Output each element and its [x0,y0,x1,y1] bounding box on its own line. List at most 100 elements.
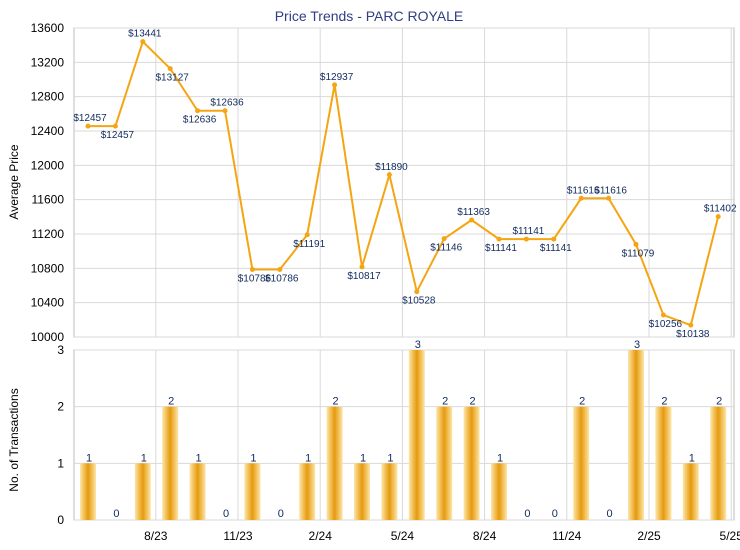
price-point [140,39,146,45]
price-data-label: $11141 [485,243,517,254]
price-point [688,322,694,328]
price-point [715,214,721,220]
transactions-plot-frame [73,349,735,521]
price-data-label: $10817 [347,271,381,282]
price-tick-label: 12400 [31,124,65,138]
price-data-label: $11616 [567,185,600,196]
price-point [222,108,228,114]
price-tick-label: 10800 [31,261,65,275]
price-point [167,66,173,72]
transactions-axis-title: No. of Transactions [7,388,21,491]
price-tick-label: 13200 [31,55,65,69]
price-data-label: $11616 [594,185,627,196]
price-point [85,123,91,129]
transactions-bar [682,463,699,520]
price-tick-label: 11600 [32,193,65,207]
transactions-bar [463,406,480,520]
transactions-bar-label: 2 [579,396,585,408]
price-point [441,236,447,242]
transactions-bar-label: 0 [278,508,284,520]
price-tick-label: 10000 [31,330,65,344]
transactions-bar-label: 2 [716,396,722,408]
transactions-bar [189,463,206,520]
price-point [606,195,612,201]
price-data-label: $11141 [512,226,544,237]
transactions-bar-label: 1 [250,452,256,464]
transactions-bar-label: 2 [442,396,448,408]
transactions-bar [710,406,727,520]
price-point [523,236,529,242]
transactions-bar [491,463,507,520]
transactions-bar-label: 1 [196,452,202,464]
x-tick-label: 11/24 [552,529,581,543]
price-data-label: $11191 [293,239,325,250]
price-point [277,267,283,273]
transactions-bar-label: 1 [86,452,92,464]
price-data-label: $10256 [649,319,683,330]
x-tick-label: 2/25 [637,529,661,543]
price-data-label: $12937 [320,72,354,83]
price-point [660,312,666,318]
x-tick-label: 11/23 [223,529,252,543]
transactions-tick-label: 1 [57,456,64,470]
transactions-tick-label: 0 [57,513,64,527]
transactions-bar [628,350,644,520]
price-axis-title: Average Price [7,144,21,219]
transactions-bar-label: 3 [415,339,421,351]
transactions-bar [408,350,425,520]
transactions-bar [436,406,453,520]
price-point [249,267,255,273]
transactions-bar-label: 0 [524,508,530,520]
transactions-bar-label: 1 [141,452,147,464]
price-tick-label: 10400 [31,296,65,310]
transactions-bar-label: 2 [333,396,339,408]
price-data-label: $13127 [156,73,190,84]
transactions-tick-label: 3 [57,343,64,357]
price-data-label: $12457 [73,113,107,124]
transactions-tick-label: 2 [57,400,64,414]
price-tick-label: 11200 [32,227,65,241]
x-tick-label: 8/23 [144,529,168,543]
price-point [195,108,201,114]
transactions-bar-label: 1 [497,452,503,464]
price-data-label: $11890 [375,162,408,173]
transactions-bar [299,463,316,520]
chart-title: Price Trends - PARC ROYALE [275,8,464,24]
transactions-bar [573,406,590,520]
price-data-label: $11363 [457,207,490,218]
price-data-label: $10528 [402,296,436,307]
price-point [386,172,392,178]
transactions-bar [244,463,261,520]
x-tick-label: 5/24 [391,529,415,543]
price-point [551,236,557,242]
transactions-bar-label: 0 [223,508,229,520]
transactions-bar [655,406,672,520]
price-data-label: $11079 [622,248,655,259]
price-data-label: $11402 [704,204,737,215]
price-point [469,217,475,223]
price-plot-frame [73,27,735,338]
transactions-bar-label: 2 [470,396,476,408]
transactions-bar-label: 0 [552,508,558,520]
price-data-label: $10786 [238,274,272,285]
price-data-label: $12636 [183,115,217,126]
transactions-bar [80,463,96,520]
price-data-label: $12636 [210,98,244,109]
price-data-label: $12457 [101,130,135,141]
transactions-bar-label: 1 [360,452,366,464]
price-point [496,236,502,242]
transactions-bar-label: 2 [168,396,174,408]
price-data-label: $13441 [128,29,162,40]
price-point [112,123,118,129]
price-point [578,195,584,201]
price-panel: 10000 10400 10800 11200 11600 12000 12400 12800… [7,21,737,344]
transactions-bar-label: 1 [305,452,311,464]
price-data-label: $10786 [265,274,299,285]
transactions-bar [354,463,370,520]
transactions-bar-label: 3 [634,339,640,351]
transactions-bar [134,463,151,520]
x-tick-label: 8/24 [473,529,497,543]
x-tick-label: 5/25 [720,529,740,543]
price-point [359,264,365,270]
